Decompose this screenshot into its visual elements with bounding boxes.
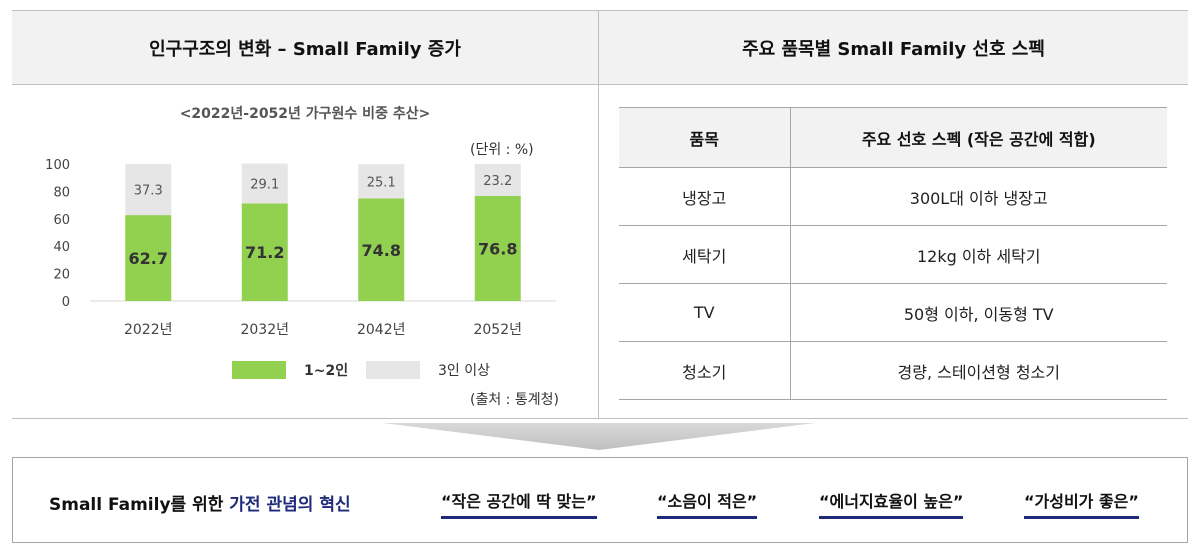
innovation-banner: Small Family를 위한 가전 관념의 혁신 “작은 공간에 딱 맞는”…	[12, 457, 1188, 543]
data-label: 25.1	[367, 175, 396, 190]
bar-segment-1-2	[474, 195, 521, 301]
y-tick-label: 0	[62, 295, 70, 310]
table-cell-spec: 경량, 스테이션형 청소기	[790, 341, 1167, 400]
x-tick-label: 2042년	[357, 322, 406, 338]
panel-divider	[598, 10, 599, 418]
legend-item-1-2: 1~2인	[232, 360, 348, 380]
table-cell-spec: 50형 이하, 이동형 TV	[790, 283, 1167, 342]
quote-low-noise: “소음이 적은”	[657, 488, 758, 519]
legend-swatch-gray	[366, 361, 420, 379]
banner-label: Small Family를 위한 가전 관념의 혁신	[49, 490, 351, 515]
quote-small-space: “작은 공간에 딱 맞는”	[441, 488, 597, 519]
table-cell-item: TV	[619, 283, 791, 342]
y-tick-label: 80	[53, 185, 70, 200]
data-label: 62.7	[129, 249, 168, 268]
banner-label-prefix: Small Family를 위한	[49, 495, 230, 515]
bar-segment-3-plus	[474, 164, 521, 196]
bar-segment-1-2	[125, 215, 172, 301]
column-header: 품목	[619, 107, 791, 168]
table-row: 냉장고 300L대 이하 냉장고	[619, 167, 1167, 226]
panel-bottom-border	[12, 418, 1188, 419]
quote-value-for-money: “가성비가 좋은”	[1024, 488, 1139, 519]
table-cell-spec: 12kg 이하 세탁기	[790, 225, 1167, 284]
quote-energy-efficiency: “에너지효율이 높은”	[819, 488, 964, 519]
chart-unit: (단위 : %)	[470, 142, 534, 158]
table-cell-item: 냉장고	[619, 167, 791, 226]
right-panel-title: 주요 품목별 Small Family 선호 스펙	[742, 38, 1045, 60]
data-label: 71.2	[245, 243, 284, 262]
table-row: TV 50형 이하, 이동형 TV	[619, 283, 1167, 342]
table-row: 세탁기 12kg 이하 세탁기	[619, 225, 1167, 284]
y-tick-label: 60	[53, 213, 70, 228]
y-tick-label: 100	[45, 158, 70, 173]
banner-label-highlight: 가전 관념의 혁신	[229, 495, 351, 515]
table-header-row: 품목 주요 선호 스펙 (작은 공간에 적합)	[619, 107, 1167, 168]
data-label: 23.2	[483, 174, 512, 189]
left-panel-title: 인구구조의 변화 – Small Family 증가	[149, 38, 461, 60]
x-tick-label: 2022년	[124, 322, 173, 338]
column-header: 주요 선호 스펙 (작은 공간에 적합)	[790, 107, 1167, 168]
table-cell-item: 세탁기	[619, 225, 791, 284]
table-cell-spec: 300L대 이하 냉장고	[790, 167, 1167, 226]
down-arrow-icon	[383, 423, 815, 450]
stacked-bar-chart: 0 20 40 60 80 100 62.7 37.3 2022년 71.2 29.1 2032년 74…	[45, 158, 556, 338]
bar-segment-3-plus	[358, 164, 405, 199]
chart-source: (출처 : 통계청)	[470, 392, 559, 408]
legend-label: 3인 이상	[438, 363, 490, 379]
x-tick-label: 2052년	[473, 322, 522, 338]
data-label: 37.3	[134, 184, 163, 199]
table-cell-item: 청소기	[619, 341, 791, 400]
x-tick-label: 2032년	[240, 322, 289, 338]
legend-label: 1~2인	[304, 363, 349, 379]
y-tick-label: 40	[53, 240, 70, 255]
y-tick-label: 20	[53, 268, 70, 283]
bar-segment-1-2	[358, 198, 405, 301]
bar-segment-3-plus	[241, 163, 288, 204]
legend-item-3-plus: 3인 이상	[366, 360, 490, 380]
header-row: 인구구조의 변화 – Small Family 증가 주요 품목별 Small …	[12, 10, 1188, 85]
bar-segment-3-plus	[125, 164, 172, 216]
legend-swatch-green	[232, 361, 286, 379]
data-label: 76.8	[478, 239, 517, 258]
spec-table: 품목 주요 선호 스펙 (작은 공간에 적합) 냉장고 300L대 이하 냉장고…	[619, 107, 1167, 400]
data-label: 29.1	[250, 178, 279, 193]
bar-segment-1-2	[241, 203, 288, 301]
data-label: 74.8	[362, 241, 401, 260]
chart-title: <2022년-2052년 가구원수 비중 추산>	[179, 106, 431, 122]
table-row: 청소기 경량, 스테이션형 청소기	[619, 341, 1167, 400]
